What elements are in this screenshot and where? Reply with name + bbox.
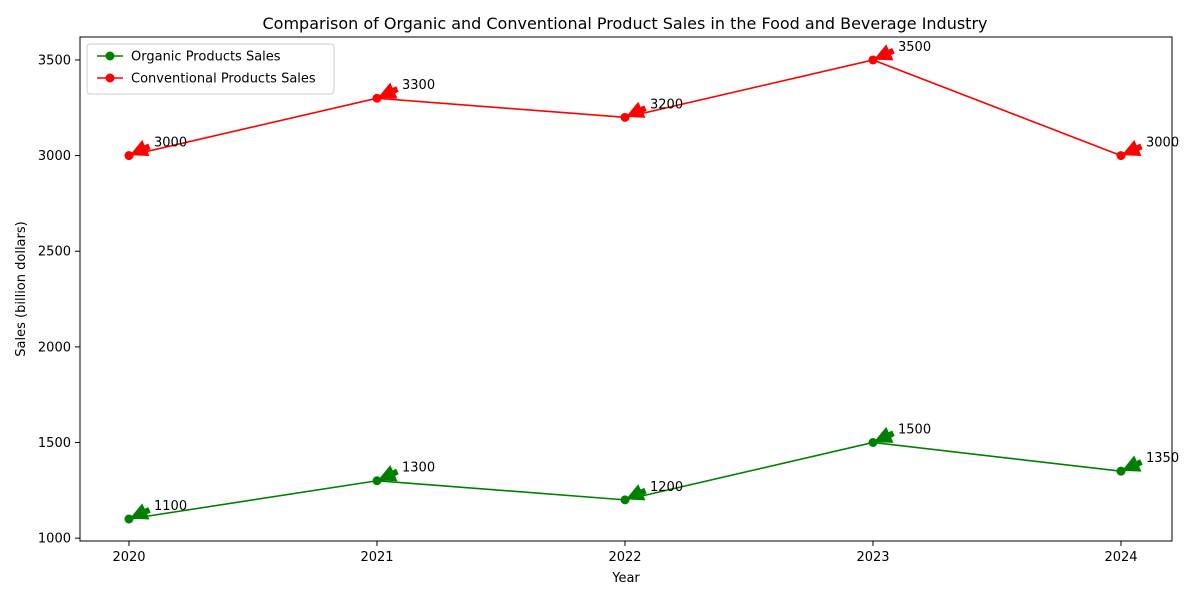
data-label: 3300: [402, 78, 435, 93]
data-label: 1100: [154, 499, 187, 514]
data-label: 1500: [898, 422, 931, 437]
annotation-arrow: [1121, 455, 1143, 472]
legend-marker: [105, 51, 115, 61]
y-tick-label: 1500: [38, 436, 71, 451]
data-point: [372, 476, 382, 486]
data-label: 1200: [650, 480, 683, 495]
annotation-arrow: [377, 465, 399, 482]
legend-frame: [86, 43, 335, 95]
legend-entry-label: Conventional Products Sales: [131, 72, 316, 87]
x-tick-label: 2022: [608, 550, 641, 565]
x-tick-label: 2024: [1104, 550, 1137, 565]
x-tick-label: 2023: [856, 550, 889, 565]
annotation-arrow: [129, 139, 151, 157]
y-tick-label: 1000: [38, 532, 71, 547]
data-point: [124, 151, 134, 161]
data-point: [124, 514, 134, 524]
data-point: [372, 93, 382, 103]
legend-entry-label: Organic Products Sales: [131, 50, 281, 65]
y-tick-label: 3000: [38, 149, 71, 164]
data-point: [868, 437, 878, 447]
plot-area: [79, 36, 1173, 542]
annotation-arrow: [377, 82, 399, 99]
data-point: [620, 495, 630, 505]
data-point: [868, 55, 878, 65]
data-point: [1116, 151, 1126, 161]
data-point: [620, 112, 630, 122]
data-label: 3500: [898, 40, 931, 55]
x-tick-label: 2020: [112, 550, 145, 565]
x-axis: 2020 2021 2022 2023 2024: [112, 541, 1138, 565]
annotation-arrow: [873, 44, 895, 61]
annotation-arrow: [1121, 139, 1143, 157]
y-axis: 1000 1500 2000 2500 3000 3500: [38, 53, 80, 547]
legend: Organic Products Sales Conventional Produ…: [86, 43, 335, 95]
data-point: [1116, 466, 1126, 476]
annotation-arrow: [625, 484, 647, 501]
chart-title: Comparison of Organic and Conventional P…: [262, 14, 987, 33]
y-tick-label: 2500: [38, 245, 71, 260]
legend-marker: [105, 73, 115, 83]
series-line-0: [128, 441, 1122, 520]
data-labels: 1100 1300 1200 1500 1350 3000 3300 3200 3500 3000: [129, 40, 1179, 520]
data-label: 3000: [1146, 136, 1179, 151]
data-label: 1350: [1146, 451, 1179, 466]
annotation-arrow: [625, 101, 647, 118]
y-axis-label: Sales (billion dollars): [14, 221, 29, 356]
annotation-arrow: [129, 503, 151, 520]
series-layer: [124, 55, 1126, 524]
data-label: 3200: [650, 97, 683, 112]
y-tick-label: 3500: [38, 53, 71, 68]
x-axis-label: Year: [611, 571, 640, 586]
data-label: 3000: [154, 136, 187, 151]
x-tick-label: 2021: [360, 550, 393, 565]
annotation-arrow: [873, 426, 895, 443]
y-tick-label: 2000: [38, 340, 71, 355]
data-label: 1300: [402, 461, 435, 476]
